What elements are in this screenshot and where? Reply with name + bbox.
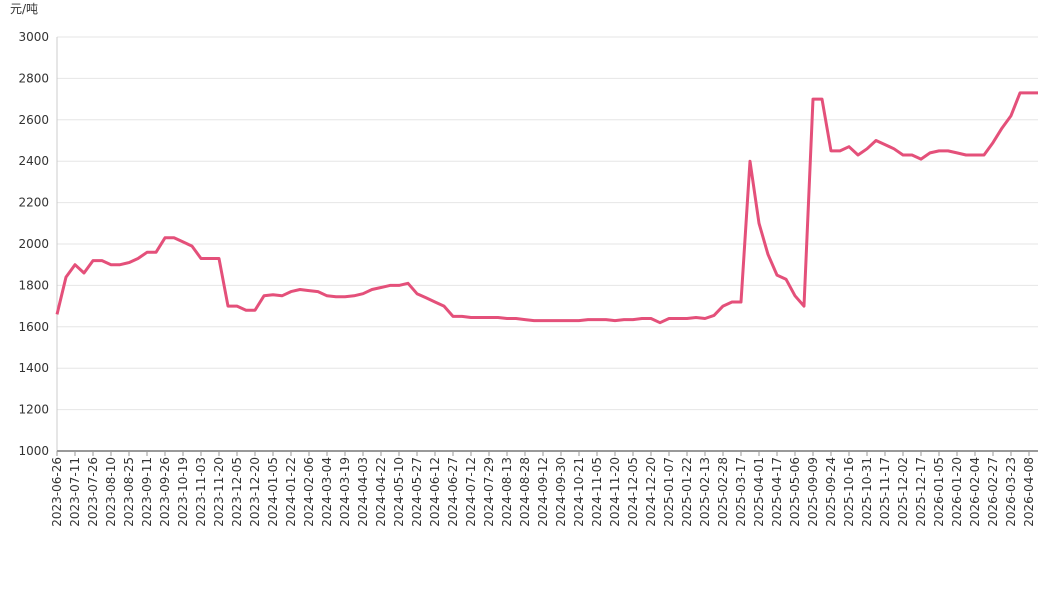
y-tick-label: 2800 bbox=[18, 71, 49, 85]
x-tick-label: 2025-04-17 bbox=[770, 457, 784, 527]
x-tick-label: 2024-03-04 bbox=[320, 457, 334, 527]
x-tick-label: 2024-07-29 bbox=[482, 457, 496, 527]
y-tick-label: 1600 bbox=[18, 320, 49, 334]
x-tick-label: 2025-05-06 bbox=[788, 457, 802, 527]
x-tick-label: 2023-12-20 bbox=[248, 457, 262, 527]
x-tick-label: 2024-12-05 bbox=[626, 457, 640, 527]
x-tick-label: 2024-09-30 bbox=[554, 457, 568, 527]
x-tick-label: 2025-02-28 bbox=[716, 457, 730, 527]
x-tick-label: 2024-05-10 bbox=[392, 457, 406, 527]
x-tick-label: 2026-01-20 bbox=[950, 457, 964, 527]
x-tick-label: 2025-10-16 bbox=[842, 457, 856, 527]
x-tick-label: 2023-07-26 bbox=[86, 457, 100, 527]
x-tick-label: 2024-04-22 bbox=[374, 457, 388, 527]
y-tick-label: 1400 bbox=[18, 361, 49, 375]
x-tick-label: 2024-11-20 bbox=[608, 457, 622, 527]
x-tick-label: 2026-01-05 bbox=[932, 457, 946, 527]
x-tick-label: 2024-11-05 bbox=[590, 457, 604, 527]
x-tick-label: 2024-09-12 bbox=[536, 457, 550, 527]
x-tick-label: 2025-01-22 bbox=[680, 457, 694, 527]
x-tick-label: 2024-05-27 bbox=[410, 457, 424, 527]
x-tick-label: 2023-09-11 bbox=[140, 457, 154, 527]
y-tick-label: 1800 bbox=[18, 278, 49, 292]
x-tick-label: 2023-12-05 bbox=[230, 457, 244, 527]
x-tick-label: 2023-11-20 bbox=[212, 457, 226, 527]
x-tick-label: 2025-03-17 bbox=[734, 457, 748, 527]
x-tick-label: 2024-04-03 bbox=[356, 457, 370, 527]
y-tick-label: 1200 bbox=[18, 403, 49, 417]
x-tick-label: 2025-02-13 bbox=[698, 457, 712, 527]
x-tick-label: 2023-06-26 bbox=[50, 457, 64, 527]
x-tick-label: 2025-10-31 bbox=[860, 457, 874, 527]
x-tick-label: 2024-01-22 bbox=[284, 457, 298, 527]
x-tick-label: 2025-01-07 bbox=[662, 457, 676, 527]
y-tick-label: 3000 bbox=[18, 30, 49, 44]
x-tick-label: 2025-12-17 bbox=[914, 457, 928, 527]
x-tick-label: 2023-08-10 bbox=[104, 457, 118, 527]
x-tick-label: 2023-07-11 bbox=[68, 457, 82, 527]
x-tick-label: 2024-07-12 bbox=[464, 457, 478, 527]
x-tick-label: 2024-03-19 bbox=[338, 457, 352, 527]
x-tick-label: 2023-11-03 bbox=[194, 457, 208, 527]
y-tick-label: 2000 bbox=[18, 237, 49, 251]
x-tick-label: 2025-12-02 bbox=[896, 457, 910, 527]
data-line bbox=[55, 91, 1038, 325]
y-unit: 元/吨 bbox=[10, 2, 38, 16]
x-tick-label: 2023-09-26 bbox=[158, 457, 172, 527]
y-tick-label: 1000 bbox=[18, 444, 49, 458]
x-tick-label: 2025-11-17 bbox=[878, 457, 892, 527]
x-tick-label: 2024-08-28 bbox=[518, 457, 532, 527]
x-tick-label: 2024-06-12 bbox=[428, 457, 442, 527]
x-tick-label: 2024-08-13 bbox=[500, 457, 514, 527]
x-tick-label: 2025-09-09 bbox=[806, 457, 820, 527]
x-tick-label: 2026-03-23 bbox=[1004, 457, 1018, 527]
x-tick-label: 2026-04-08 bbox=[1022, 457, 1036, 527]
x-tick-label: 2024-02-06 bbox=[302, 457, 316, 527]
x-tick-label: 2024-01-05 bbox=[266, 457, 280, 527]
y-tick-label: 2200 bbox=[18, 196, 49, 210]
x-tick-label: 2024-10-21 bbox=[572, 457, 586, 527]
x-tick-label: 2025-09-24 bbox=[824, 457, 838, 527]
x-tick-label: 2023-10-19 bbox=[176, 457, 190, 527]
x-tick-label: 2024-06-27 bbox=[446, 457, 460, 527]
x-tick-label: 2023-08-25 bbox=[122, 457, 136, 527]
x-tick-label: 2026-02-27 bbox=[986, 457, 1000, 527]
x-tick-label: 2025-04-01 bbox=[752, 457, 766, 527]
y-tick-label: 2600 bbox=[18, 113, 49, 127]
x-tick-label: 2026-02-04 bbox=[968, 457, 982, 527]
x-tick-label: 2024-12-20 bbox=[644, 457, 658, 527]
y-tick-label: 2400 bbox=[18, 154, 49, 168]
